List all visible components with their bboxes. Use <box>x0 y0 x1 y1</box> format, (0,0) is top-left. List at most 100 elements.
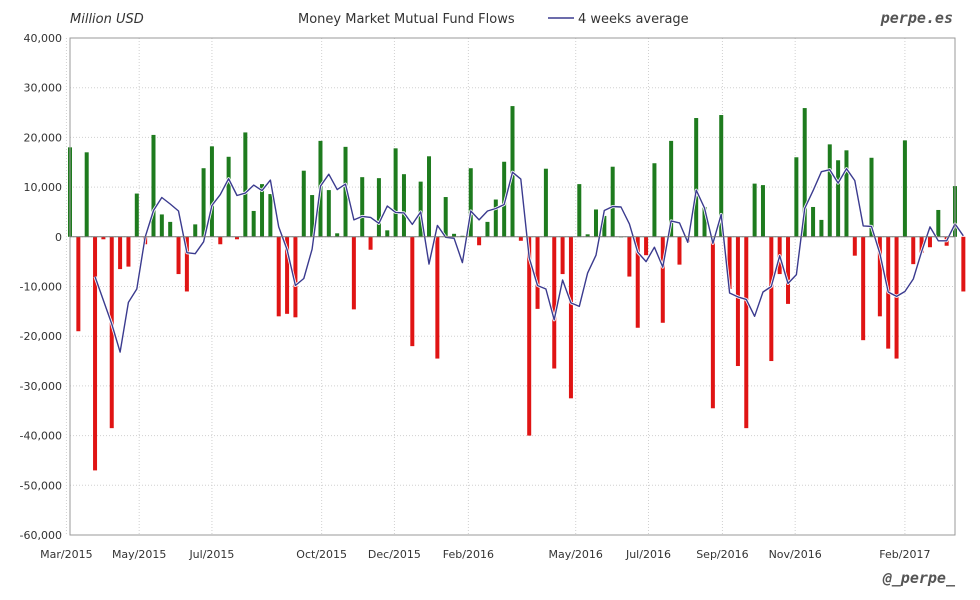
flow-bar <box>310 195 315 237</box>
brand-bottom: @_perpe_ <box>882 569 956 587</box>
flow-bar <box>376 178 381 237</box>
flow-bar <box>652 163 657 237</box>
flow-bar <box>477 236 482 246</box>
flow-bar <box>468 168 473 237</box>
y-tick-label: 20,000 <box>24 131 63 144</box>
flow-bar <box>635 236 640 328</box>
flow-bar <box>836 160 841 237</box>
flow-bar <box>644 236 649 256</box>
average-line <box>94 167 964 353</box>
x-tick-label: Feb/2016 <box>443 548 494 561</box>
grid <box>65 37 955 536</box>
flow-bar <box>268 194 273 237</box>
flow-bar <box>702 206 707 237</box>
flow-bar <box>535 236 540 309</box>
axes: 40,000 30,000 20,000 10,000 0 -10,000 -20,000 -… <box>20 32 956 561</box>
flow-bar <box>93 236 98 471</box>
flow-bar <box>285 236 290 314</box>
flow-bar <box>752 183 757 237</box>
flow-bar <box>627 236 632 277</box>
flow-bar <box>669 140 674 237</box>
flow-bar <box>811 206 816 237</box>
flow-bar <box>234 236 239 240</box>
flow-bar <box>343 146 348 237</box>
flow-bar <box>209 146 214 237</box>
average-line-series <box>93 167 965 354</box>
flow-bar <box>226 156 231 237</box>
flow-bar <box>293 236 298 318</box>
flow-bar <box>184 236 189 292</box>
flow-bar <box>126 236 131 267</box>
y-tick-label: -20,000 <box>20 330 62 343</box>
flow-bar <box>385 230 390 237</box>
flow-bar <box>552 236 557 369</box>
legend-label: 4 weeks average <box>578 12 689 27</box>
flow-bar <box>568 236 573 399</box>
x-tick-label: Nov/2016 <box>769 548 822 561</box>
x-tick-label: May/2016 <box>548 548 602 561</box>
flow-bar <box>351 236 356 310</box>
flow-bar <box>84 152 89 237</box>
flow-bar <box>360 177 365 237</box>
y-tick-label: 10,000 <box>24 181 63 194</box>
flow-bar <box>243 132 248 237</box>
flow-bar <box>118 236 123 270</box>
flow-bar <box>401 174 406 237</box>
flow-bar <box>418 181 423 237</box>
y-axis-unit-label: Million USD <box>70 12 144 27</box>
flow-bar <box>260 184 265 237</box>
flow-bar <box>727 236 732 289</box>
x-tick-label: Jul/2015 <box>188 548 234 561</box>
flow-bar <box>435 236 440 359</box>
flow-bar <box>159 214 164 237</box>
flow-bar <box>786 236 791 304</box>
plot-frame <box>69 37 956 536</box>
flow-bar <box>218 236 223 245</box>
flow-bar <box>101 236 106 240</box>
flow-bar <box>819 219 824 237</box>
flow-bar <box>710 236 715 409</box>
flow-bar <box>869 157 874 237</box>
flow-bar <box>134 193 139 237</box>
x-tick-label: Jul/2016 <box>625 548 671 561</box>
flow-bar <box>452 233 457 237</box>
flow-bar <box>735 236 740 367</box>
flow-bar <box>251 210 256 237</box>
flow-bar <box>368 236 373 250</box>
flow-bar <box>560 236 565 275</box>
flow-bar <box>168 221 173 237</box>
flow-bar <box>518 236 523 241</box>
flow-bar <box>677 236 682 265</box>
x-tick-label: Oct/2015 <box>296 548 347 561</box>
flow-bar <box>326 190 331 237</box>
flow-bar <box>602 215 607 237</box>
flow-bar <box>335 233 340 237</box>
flow-bar <box>694 118 699 237</box>
flow-bar <box>76 236 81 332</box>
flow-bar <box>852 236 857 256</box>
flow-bar <box>410 236 415 347</box>
x-tick-label: May/2015 <box>112 548 166 561</box>
flow-bar <box>151 134 156 237</box>
flow-bar <box>844 150 849 237</box>
flow-bar <box>744 236 749 429</box>
flow-bar <box>802 108 807 237</box>
flow-bar <box>902 140 907 237</box>
flow-bar <box>585 234 590 237</box>
flow-bar <box>719 115 724 237</box>
flow-bar <box>176 236 181 275</box>
flow-bar <box>109 236 114 429</box>
chart-title: Money Market Mutual Fund Flows <box>298 12 515 27</box>
flow-bar <box>861 236 866 341</box>
flow-bar <box>769 236 774 362</box>
x-tick-label: Dec/2015 <box>368 548 421 561</box>
flow-bar <box>610 166 615 237</box>
bar-series <box>68 106 966 471</box>
y-tick-label: -60,000 <box>20 529 62 542</box>
flow-bar <box>961 236 966 292</box>
y-tick-label: 30,000 <box>24 82 63 95</box>
flow-bar <box>919 236 924 253</box>
brand-top: perpe.es <box>880 9 953 27</box>
flow-bar <box>493 199 498 237</box>
